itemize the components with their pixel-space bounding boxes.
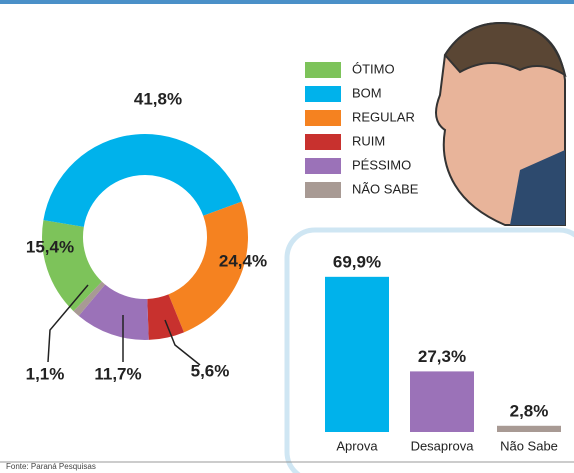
donut-slice xyxy=(147,294,184,340)
value-label: 24,4% xyxy=(219,251,267,270)
legend-swatch xyxy=(305,182,341,198)
source: Fonte: Paraná Pesquisas xyxy=(6,462,96,471)
donut-slice xyxy=(73,281,106,316)
leader-line xyxy=(47,284,89,363)
legend-label: NÃO SABE xyxy=(352,181,419,196)
donut-slice xyxy=(78,284,149,340)
legend-label: RUIM xyxy=(352,133,385,148)
donut-slice xyxy=(168,201,249,333)
x-tick-label: Aprova xyxy=(336,438,378,453)
value-label: 27,3% xyxy=(418,347,466,366)
bar xyxy=(325,276,389,432)
bar xyxy=(410,371,474,432)
donut-slice xyxy=(42,220,102,312)
legend-swatch xyxy=(305,62,341,78)
legend-swatch xyxy=(305,134,341,150)
legend-swatch xyxy=(305,110,341,126)
value-label: 15,4% xyxy=(26,237,74,256)
value-label: 41,8% xyxy=(134,89,182,108)
x-tick-label: Desaprova xyxy=(411,438,475,453)
donut-slice xyxy=(43,133,242,227)
value-label: 2,8% xyxy=(510,401,549,420)
legend-label: REGULAR xyxy=(352,109,415,124)
legend-swatch xyxy=(305,158,341,174)
x-tick-label: Não Sabe xyxy=(500,438,558,453)
bar xyxy=(497,425,561,432)
top-rule xyxy=(0,0,574,4)
value-label: 11,7% xyxy=(94,364,141,383)
value-label: 1,1% xyxy=(26,364,65,383)
caricature xyxy=(435,22,567,226)
legend-label: BOM xyxy=(352,85,382,100)
legend-swatch xyxy=(305,86,341,102)
value-label: 69,9% xyxy=(333,252,381,271)
value-label: 5,6% xyxy=(191,361,230,380)
legend-label: PÉSSIMO xyxy=(352,157,411,172)
leader-line xyxy=(164,319,201,366)
legend-label: ÓTIMO xyxy=(352,61,395,76)
